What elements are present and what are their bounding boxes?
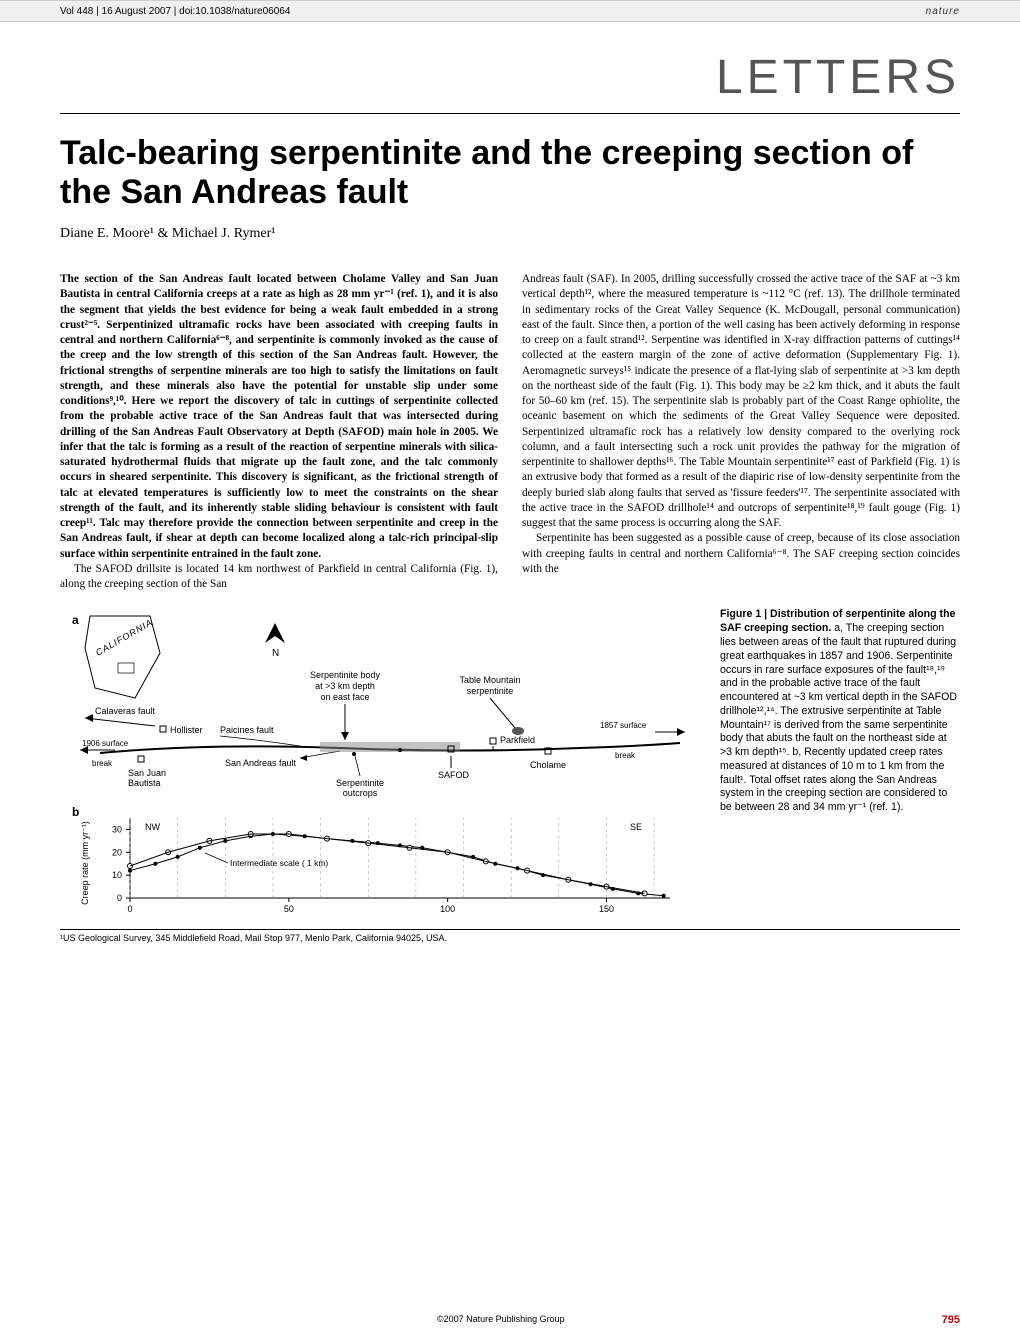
body-right-p2: Serpentinite has been suggested as a pos… (522, 531, 960, 577)
figure-1-graphic: a CALIFORNIA N Calaveras fault Hollister Paic… (60, 608, 700, 923)
rule-top (60, 113, 960, 114)
svg-text:Paicines fault: Paicines fault (220, 725, 274, 735)
copyright-text: ©2007 Nature Publishing Group (437, 1314, 565, 1326)
journal-header: Vol 448 | 16 August 2007 | doi:10.1038/n… (0, 0, 1020, 22)
svg-text:0: 0 (127, 904, 132, 914)
abstract-text: The section of the San Andreas fault loc… (60, 272, 498, 562)
header-issue-info: Vol 448 | 16 August 2007 | doi:10.1038/n… (60, 6, 290, 17)
body-right-p1: Andreas fault (SAF). In 2005, drilling s… (522, 272, 960, 531)
page-number: 795 (942, 1314, 960, 1326)
svg-text:NW: NW (145, 822, 160, 832)
svg-text:b: b (72, 805, 79, 819)
affiliation-line: ¹US Geological Survey, 345 Middlefield R… (60, 929, 960, 943)
journal-logo: nature (926, 6, 960, 17)
article-title: Talc-bearing serpentinite and the creepi… (60, 134, 960, 212)
svg-text:break: break (92, 759, 113, 768)
svg-text:100: 100 (440, 904, 455, 914)
page-footer: ©2007 Nature Publishing Group 795 (0, 1314, 1020, 1326)
svg-text:0: 0 (117, 893, 122, 903)
svg-text:Cholame: Cholame (530, 760, 566, 770)
figure-1-caption: Figure 1 | Distribution of serpentinite … (720, 608, 960, 923)
figure-1-svg: a CALIFORNIA N Calaveras fault Hollister Paic… (60, 608, 700, 918)
svg-text:30: 30 (112, 825, 122, 835)
svg-text:San Juan: San Juan (128, 768, 166, 778)
svg-text:Parkfield: Parkfield (500, 735, 535, 745)
svg-text:Serpentinite: Serpentinite (336, 778, 384, 788)
left-column: The section of the San Andreas fault loc… (60, 272, 498, 592)
svg-text:outcrops: outcrops (343, 788, 378, 798)
svg-text:50: 50 (284, 904, 294, 914)
svg-text:Intermediate scale ( 1 km): Intermediate scale ( 1 km) (230, 858, 328, 868)
figure-1-row: a CALIFORNIA N Calaveras fault Hollister Paic… (60, 608, 960, 923)
author-list: Diane E. Moore¹ & Michael J. Rymer¹ (60, 226, 960, 242)
svg-text:20: 20 (112, 848, 122, 858)
svg-text:Calaveras fault: Calaveras fault (95, 706, 156, 716)
right-column: Andreas fault (SAF). In 2005, drilling s… (522, 272, 960, 592)
svg-text:N: N (272, 648, 279, 659)
body-columns: The section of the San Andreas fault loc… (60, 272, 960, 592)
body-left-p2: The SAFOD drillsite is located 14 km nor… (60, 562, 498, 593)
svg-text:CALIFORNIA: CALIFORNIA (94, 618, 154, 659)
figure-1-caption-body: a, The creeping section lies between are… (720, 622, 957, 813)
svg-text:SE: SE (630, 822, 642, 832)
svg-text:a: a (72, 613, 79, 627)
svg-text:at >3 km depth: at >3 km depth (315, 681, 375, 691)
svg-text:on east face: on east face (320, 692, 369, 702)
svg-text:1906 surface: 1906 surface (82, 739, 129, 748)
section-label: LETTERS (60, 50, 960, 105)
svg-text:Hollister: Hollister (170, 725, 203, 735)
svg-text:1857 surface: 1857 surface (600, 721, 647, 730)
svg-text:Table Mountain: Table Mountain (459, 675, 520, 685)
svg-text:10: 10 (112, 871, 122, 881)
svg-text:Creep rate (mm yr⁻¹): Creep rate (mm yr⁻¹) (80, 822, 90, 906)
svg-text:serpentinite: serpentinite (467, 686, 514, 696)
svg-text:Serpentinite body: Serpentinite body (310, 670, 381, 680)
svg-text:Bautista: Bautista (128, 778, 161, 788)
svg-text:break: break (615, 751, 636, 760)
page-content: LETTERS Talc-bearing serpentinite and th… (0, 22, 1020, 943)
svg-text:San Andreas fault: San Andreas fault (225, 758, 297, 768)
svg-text:150: 150 (599, 904, 614, 914)
svg-text:SAFOD: SAFOD (438, 770, 470, 780)
